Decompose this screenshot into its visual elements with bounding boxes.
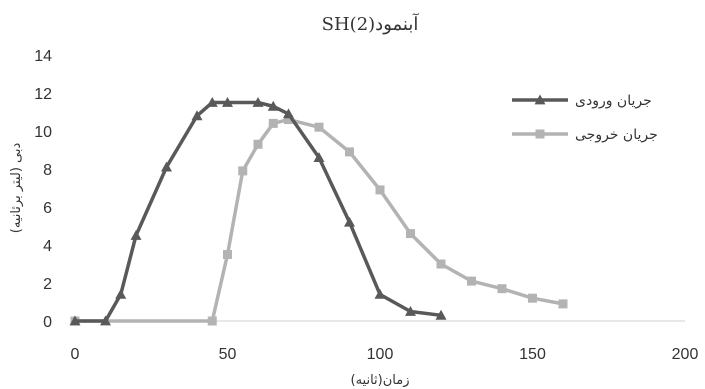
y-tick-label: 12 [34,86,52,103]
series-layer [69,97,568,326]
data-point [161,161,172,172]
data-point [436,259,446,269]
data-point [268,118,278,128]
data-point [115,288,127,299]
x-tick-label: 50 [219,346,237,363]
x-tick-label: 150 [519,346,546,363]
data-point [222,97,233,107]
y-tick-label: 14 [34,48,52,65]
legend-label: جریان خروجی [575,127,658,143]
y-tick-label: 8 [43,162,52,179]
legend-label: جریان ورودی [575,93,652,109]
data-point [223,250,232,259]
chart-title: آبنمود(SH(2 [322,13,420,35]
legend: جریان ورودی جریان خروجی [512,93,658,143]
data-point [252,97,264,107]
data-point [130,230,142,240]
y-tick-label: 10 [34,124,52,141]
y-axis-label: دبی (لیتر برثانیه) [9,143,24,234]
data-point [344,216,355,227]
legend-item: جریان ورودی [512,93,652,109]
data-point [405,306,416,316]
data-point [467,276,476,286]
data-point [207,316,217,326]
legend-marker [534,94,546,105]
y-tick-labels: 0 2 4 6 8 10 12 14 [34,48,52,331]
legend-marker [535,129,545,139]
legend-item: جریان خروجی [512,127,658,143]
series-1 [70,115,568,326]
data-point [375,185,385,195]
data-point [191,110,203,121]
x-tick-label: 100 [367,346,394,363]
series-0 [69,97,447,326]
y-tick-label: 0 [43,314,52,331]
data-point [558,299,568,309]
data-point [206,97,218,107]
x-tick-labels: 0 50 100 150 200 [71,346,699,363]
data-point [374,288,386,299]
x-tick-label: 200 [672,346,699,363]
y-tick-label: 4 [43,238,52,255]
data-point [69,315,81,326]
data-point [100,315,111,326]
data-point [528,293,537,303]
data-point [313,152,325,162]
x-tick-label: 0 [71,346,80,363]
data-point [238,166,248,176]
data-point [283,108,294,119]
data-point [345,147,354,157]
data-point [267,100,279,111]
data-point [284,115,293,125]
data-point [497,284,507,294]
data-point [253,139,263,149]
x-axis-label: زمان(ثانیه) [351,373,410,388]
series-line [75,100,442,323]
y-tick-label: 6 [43,200,52,217]
data-point [406,229,415,239]
series-line [75,117,564,323]
y-tick-label: 2 [43,276,52,293]
data-point [314,122,324,132]
data-point [435,309,447,320]
